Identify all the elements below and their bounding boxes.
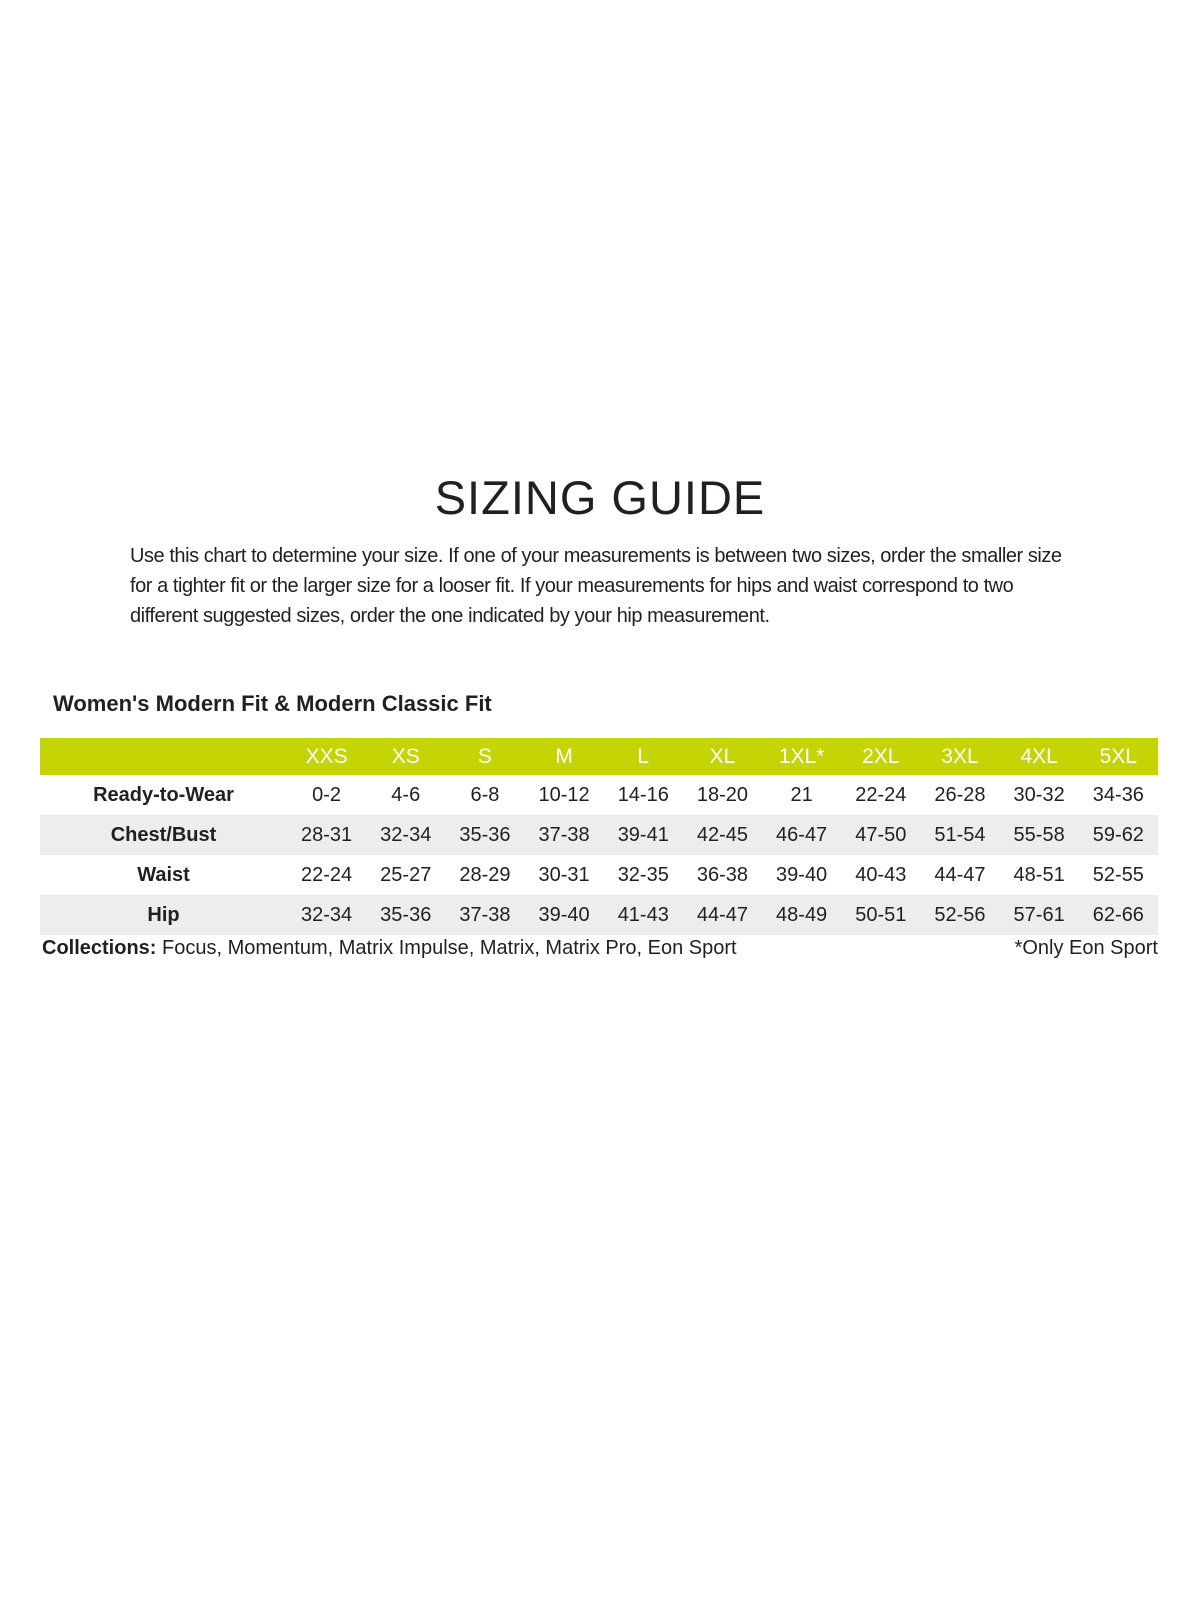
table-cell: 36-38 (696, 863, 749, 886)
table-cell: 39-40 (776, 863, 828, 886)
table-cell: 44-47 (934, 863, 986, 886)
page-title: SIZING GUIDE (434, 471, 766, 524)
table-cell: 41-43 (617, 903, 669, 926)
row-label: Ready-to-Wear (93, 783, 234, 806)
collections-text: Collections: Focus, Momentum, Matrix Imp… (42, 937, 737, 960)
header-cell-size: 1XL* (762, 738, 842, 775)
table-cell: 42-45 (696, 823, 749, 846)
table-cell: 25-27 (380, 863, 432, 886)
table-cell: 30-31 (538, 863, 590, 886)
collections-label: Collections: (42, 937, 157, 959)
table-cell: 4-6 (391, 783, 421, 806)
table-cell: 39-41 (617, 823, 669, 846)
table-cell: 59-62 (1092, 823, 1144, 846)
table-cell: 39-40 (538, 903, 590, 926)
table-cell: 32-35 (617, 863, 669, 886)
header-cell-size: 3XL (920, 738, 1000, 775)
header-cell-size: M (524, 738, 604, 775)
table-cell: 48-49 (776, 903, 828, 926)
sizing-table: XXS XS S M L XL 1XL* 2XL 3XL 4XL 5XL Rea… (40, 738, 1158, 935)
header-cell-size: XL (682, 738, 763, 775)
row-label: Hip (147, 903, 180, 926)
table-cell: 10-12 (538, 783, 590, 806)
header-cell-size: 2XL (841, 738, 921, 775)
section-heading-womens-modern-fit: Women's Modern Fit & Modern Classic Fit (53, 691, 492, 716)
table-cell: 32-34 (301, 903, 353, 926)
header-cell-size: 5XL (1078, 738, 1158, 775)
table-cell: 0-2 (312, 783, 342, 806)
intro-paragraph: Use this chart to determine your size. I… (130, 545, 1062, 627)
table-cell: 14-16 (617, 783, 669, 806)
table-cell: 52-55 (1092, 863, 1144, 886)
table-cell: 34-36 (1092, 783, 1144, 806)
collections-list: Focus, Momentum, Matrix Impulse, Matrix,… (156, 937, 737, 959)
collections-footer: Collections: Focus, Momentum, Matrix Imp… (42, 937, 1158, 960)
row-label: Chest/Bust (110, 823, 217, 846)
table-cell: 46-47 (776, 823, 828, 846)
table-cell: 22-24 (855, 783, 907, 806)
table-cell: 21 (790, 783, 813, 806)
header-cell-size: L (603, 738, 683, 775)
table-cell: 40-43 (855, 863, 907, 886)
table-cell: 50-51 (855, 903, 907, 926)
table-cell: 18-20 (696, 783, 749, 806)
table-cell: 30-32 (1013, 783, 1065, 806)
table-cell: 28-31 (301, 823, 353, 846)
header-cell-size: 4XL (999, 738, 1079, 775)
table-cell: 32-34 (380, 823, 432, 846)
table-cell: 57-61 (1013, 903, 1065, 926)
table-row-ready-to-wear: Ready-to-Wear 0-2 4-6 6-8 10-12 14-16 18… (40, 775, 1158, 815)
header-cell-size: S (445, 738, 525, 775)
table-cell: 48-51 (1013, 863, 1065, 886)
header-cell-size: XS (366, 738, 446, 775)
table-header-row: XXS XS S M L XL 1XL* 2XL 3XL 4XL 5XL (40, 738, 1158, 775)
footnote-only-eon-sport: *Only Eon Sport (1014, 937, 1158, 959)
table-row-hip: Hip 32-34 35-36 37-38 39-40 41-43 44-47 … (40, 895, 1158, 935)
table-cell: 47-50 (855, 823, 907, 846)
header-cell-size: XXS (287, 738, 367, 775)
table-cell: 52-56 (934, 903, 986, 926)
table-row-chest-bust: Chest/Bust 28-31 32-34 35-36 37-38 39-41… (40, 815, 1158, 855)
table-cell: 44-47 (696, 903, 749, 926)
table-cell: 35-36 (459, 823, 511, 846)
row-label: Waist (137, 863, 190, 886)
table-row-waist: Waist 22-24 25-27 28-29 30-31 32-35 36-3… (40, 855, 1158, 895)
table-cell: 51-54 (934, 823, 986, 846)
table-cell: 6-8 (470, 783, 500, 806)
table-cell: 37-38 (538, 823, 590, 846)
table-cell: 55-58 (1013, 823, 1065, 846)
table-cell: 62-66 (1092, 903, 1144, 926)
header-cell-empty (40, 738, 287, 775)
table-cell: 37-38 (459, 903, 511, 926)
table-cell: 22-24 (301, 863, 353, 886)
table-cell: 26-28 (934, 783, 986, 806)
table-cell: 35-36 (380, 903, 432, 926)
table-cell: 28-29 (459, 863, 511, 886)
